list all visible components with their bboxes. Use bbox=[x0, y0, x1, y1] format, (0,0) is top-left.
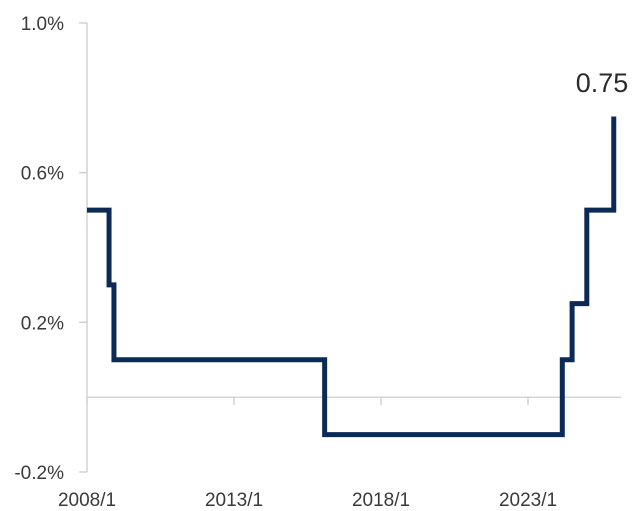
y-tick-label: 1.0% bbox=[21, 14, 64, 35]
series-layer bbox=[87, 116, 617, 438]
x-tick-label: 2018/1 bbox=[352, 490, 410, 511]
y-axis: 1.0% 0.6% 0.2% -0.2% bbox=[14, 14, 88, 484]
x-tick-label: 2008/1 bbox=[58, 490, 116, 511]
y-tick-label: 0.2% bbox=[21, 313, 64, 334]
y-tick-label: -0.2% bbox=[14, 463, 64, 484]
x-tick-label: 2023/1 bbox=[499, 490, 557, 511]
x-axis: 2008/1 2013/1 2018/1 2023/1 bbox=[58, 396, 622, 511]
policy-rate-step-line bbox=[87, 116, 617, 438]
annotation-layer: 0.75 bbox=[576, 68, 629, 98]
x-axis-ticks: 2008/1 2013/1 2018/1 2023/1 bbox=[58, 397, 557, 511]
y-tick-label: 0.6% bbox=[21, 164, 64, 185]
y-axis-ticks: 1.0% 0.6% 0.2% -0.2% bbox=[14, 14, 87, 484]
x-tick-label: 2013/1 bbox=[205, 490, 263, 511]
latest-value-label: 0.75 bbox=[576, 68, 629, 98]
